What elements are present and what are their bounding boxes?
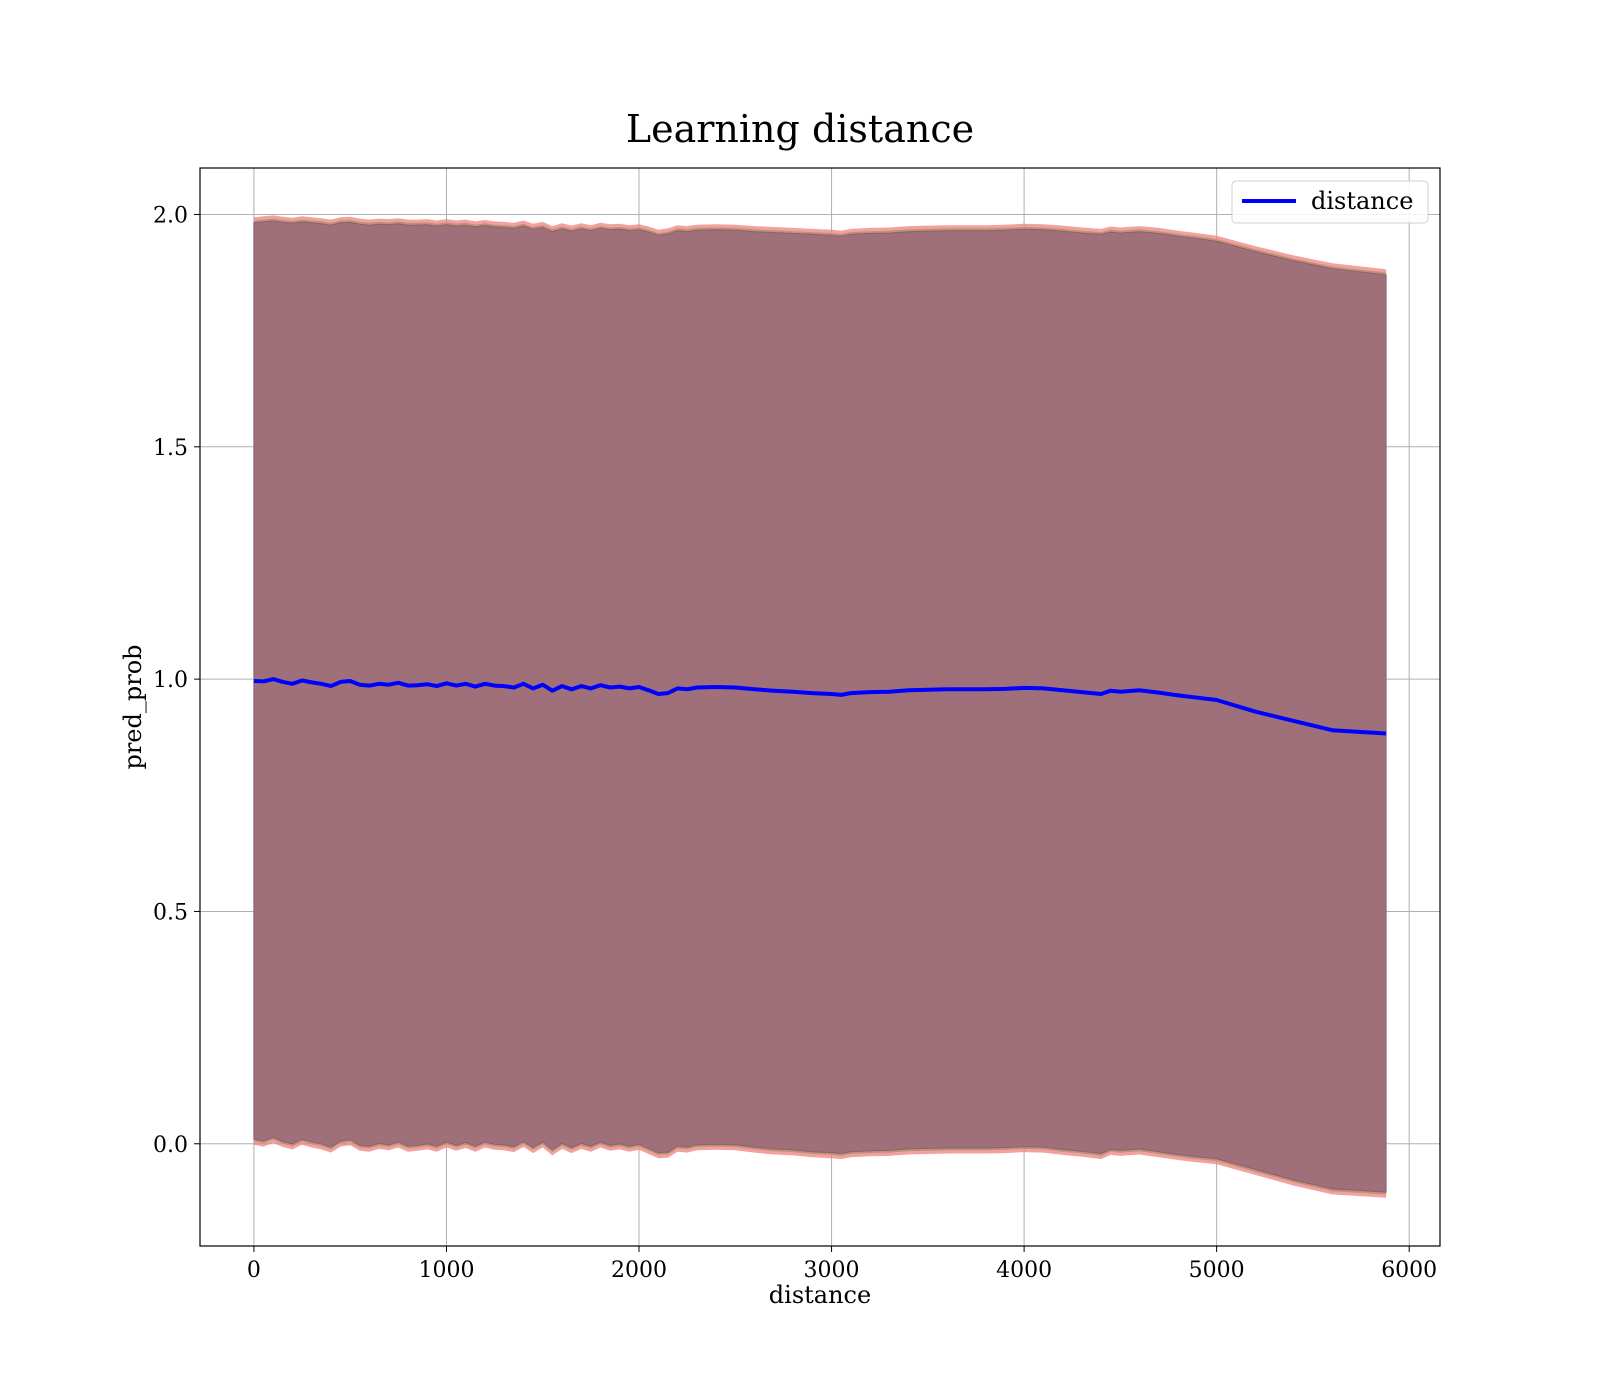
band-fill [253, 220, 1387, 1193]
y-axis-ticks: 0.0 0.5 1.0 1.5 2.0 [153, 203, 200, 1158]
chart-title: Learning distance [626, 107, 974, 151]
legend-label-distance: distance [1311, 187, 1413, 215]
legend: distance [1231, 180, 1429, 224]
x-tick-label: 5000 [1189, 1258, 1245, 1283]
x-tick-label: 4000 [996, 1258, 1052, 1283]
x-tick-label: 6000 [1381, 1258, 1437, 1283]
legend-box [1231, 180, 1429, 224]
series-line-distance [253, 677, 1387, 736]
y-axis-label: pred_prob [119, 644, 147, 769]
plot-frame [199, 167, 1441, 1247]
confidence-band [253, 215, 1387, 1198]
x-axis-ticks: 0 1000 2000 3000 4000 5000 6000 [247, 1246, 1437, 1283]
y-tick-label: 1.0 [153, 668, 188, 693]
x-tick-label: 2000 [611, 1258, 667, 1283]
y-tick-label: 0.5 [153, 900, 188, 925]
x-tick-label: 0 [247, 1258, 261, 1283]
series-lines [253, 677, 1387, 736]
x-axis-label: distance [769, 1281, 871, 1309]
y-tick-label: 1.5 [153, 436, 188, 461]
y-tick-label: 0.0 [153, 1133, 188, 1158]
y-tick-label: 2.0 [153, 203, 188, 228]
x-tick-label: 1000 [418, 1258, 474, 1283]
x-tick-label: 3000 [804, 1258, 860, 1283]
